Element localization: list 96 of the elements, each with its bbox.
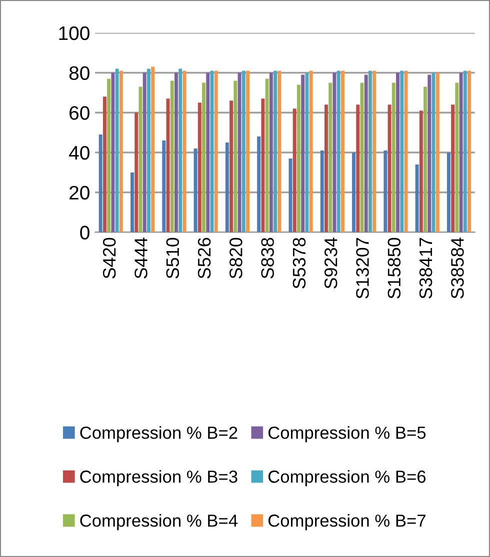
bar <box>459 72 463 232</box>
bar <box>274 70 278 232</box>
bar <box>162 140 166 232</box>
bar <box>119 70 123 232</box>
bar <box>265 78 269 232</box>
bar <box>384 150 388 232</box>
bar <box>404 70 408 232</box>
x-tick-label: S13207 <box>356 238 369 299</box>
bar <box>198 102 202 232</box>
bar <box>225 142 229 232</box>
x-tick-label: S38417 <box>419 238 432 299</box>
bar <box>142 72 146 232</box>
bar <box>146 68 150 232</box>
bar <box>424 86 428 232</box>
bar <box>446 152 450 232</box>
x-tick-label: S444 <box>134 238 148 278</box>
x-tick-label: S510 <box>166 238 180 278</box>
bar <box>388 104 392 232</box>
bar <box>396 72 400 232</box>
bar <box>372 70 376 232</box>
bar <box>202 82 206 232</box>
bar <box>269 72 273 232</box>
bar <box>309 70 313 232</box>
bar <box>138 86 142 232</box>
bar <box>130 172 134 232</box>
bar <box>328 82 332 232</box>
bar <box>451 104 455 232</box>
bar <box>432 72 436 232</box>
bar <box>360 82 364 232</box>
bar <box>257 136 261 232</box>
bar <box>324 104 328 232</box>
x-tick-label: S9234 <box>324 238 338 289</box>
bar <box>428 74 432 232</box>
bar <box>174 72 178 232</box>
x-tick-label: S420 <box>102 238 116 278</box>
bar <box>242 70 246 232</box>
bar <box>115 68 119 232</box>
bar <box>352 152 356 232</box>
y-tick-label: 100 <box>59 26 90 40</box>
bar <box>98 134 102 232</box>
bar <box>415 164 419 232</box>
bar <box>230 100 234 232</box>
y-tick-label: 60 <box>70 106 90 120</box>
bar <box>419 110 423 232</box>
bar <box>194 148 198 232</box>
bar <box>107 78 111 232</box>
bar <box>332 72 336 232</box>
bar <box>182 70 186 232</box>
bar <box>336 70 340 232</box>
legend-label: Compression % B=7 <box>268 514 426 530</box>
x-tick-label: S820 <box>230 238 242 278</box>
legend-label: Compression % B=3 <box>80 470 238 486</box>
x-tick-label: S5378 <box>292 238 306 289</box>
bar <box>238 72 242 232</box>
bar <box>368 70 372 232</box>
bar <box>305 72 309 232</box>
bar <box>234 80 238 232</box>
y-tick-label: 20 <box>70 186 90 200</box>
x-tick-label: S15850 <box>388 238 401 299</box>
bar <box>364 74 368 232</box>
bar <box>206 72 210 232</box>
bar <box>392 82 396 232</box>
bar <box>468 70 472 232</box>
bar <box>178 68 182 232</box>
bar <box>356 104 360 232</box>
bar <box>320 150 324 232</box>
bar <box>278 70 282 232</box>
bar <box>261 98 265 232</box>
x-tick-label: S526 <box>198 238 211 278</box>
bar <box>436 72 440 232</box>
bar <box>288 158 292 232</box>
x-tick-label: S38584 <box>451 238 464 299</box>
bar <box>455 82 459 232</box>
bar <box>210 70 214 232</box>
legend-label: Compression % B=6 <box>268 470 426 486</box>
bar <box>400 70 404 232</box>
y-tick-label: 40 <box>69 146 90 160</box>
bar <box>166 98 170 232</box>
bar <box>111 72 115 232</box>
bar <box>340 70 344 232</box>
bar <box>301 74 305 232</box>
legend-label: Compression % B=5 <box>268 426 426 442</box>
legend-label: Compression % B=2 <box>80 426 238 442</box>
bar <box>214 70 218 232</box>
bar <box>246 70 250 232</box>
bar <box>463 70 467 232</box>
bar <box>151 66 155 232</box>
bar <box>292 108 296 232</box>
bar <box>296 84 300 232</box>
legend-label: Compression % B=4 <box>80 514 238 530</box>
y-tick-label: 0 <box>80 226 90 240</box>
bar <box>102 96 106 232</box>
bar <box>170 80 174 232</box>
y-tick-label: 80 <box>69 66 90 80</box>
x-tick-label: S838 <box>261 238 274 278</box>
bar <box>134 112 138 232</box>
